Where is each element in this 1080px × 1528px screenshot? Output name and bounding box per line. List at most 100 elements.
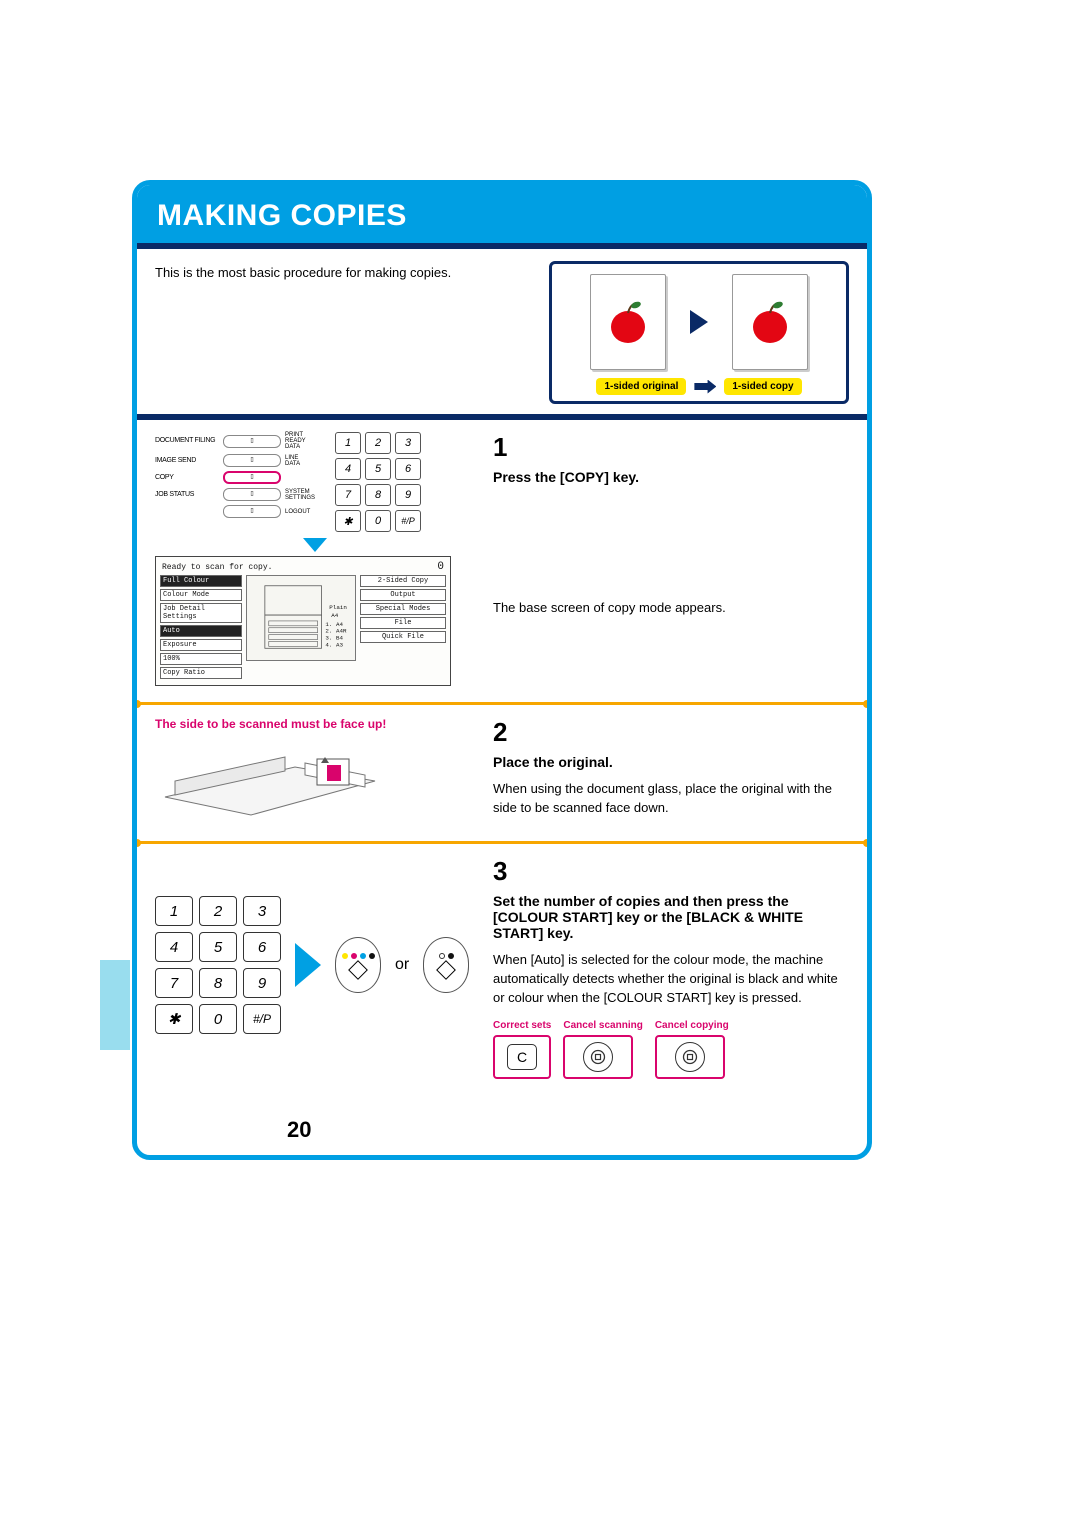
lcd-status: Ready to scan for copy. — [162, 563, 272, 572]
page-title: MAKING COPIES — [157, 199, 847, 233]
apple-icon — [747, 297, 793, 347]
lcd-diagram: Plain A4 1. A4 2. A4R 3. B4 4. A3 — [246, 575, 356, 661]
key: ✱ — [155, 1004, 193, 1034]
panel-button: ▯ — [223, 505, 281, 518]
dot-icon — [448, 953, 454, 959]
cancel-scan-box — [563, 1035, 633, 1079]
step-body: When [Auto] is selected for the colour m… — [493, 951, 849, 1008]
step-separator — [137, 702, 867, 705]
step-heading: Set the number of copies and then press … — [493, 893, 849, 941]
clear-key-icon: C — [507, 1044, 537, 1070]
lcd-left-btn: Exposure — [160, 639, 242, 651]
key: 3 — [395, 432, 421, 454]
step-number: 3 — [493, 856, 849, 887]
svg-text:4. A3: 4. A3 — [325, 641, 343, 648]
lcd-right-btn: Output — [360, 589, 446, 601]
key: 7 — [155, 968, 193, 998]
key: 1 — [155, 896, 193, 926]
panel-side: SYSTEM SETTINGS — [285, 489, 315, 501]
key: 9 — [395, 484, 421, 506]
copy-sheet — [732, 274, 808, 370]
arrow-right-icon — [690, 310, 708, 334]
arrow-pill-icon — [694, 380, 716, 394]
panel-side: PRINT READY DATA — [285, 432, 306, 450]
lcd-right-btn: File — [360, 617, 446, 629]
action-label: Correct sets — [493, 1020, 551, 1031]
step-separator — [137, 841, 867, 844]
arrow-right-icon — [295, 943, 321, 987]
cancel-copy-box — [655, 1035, 725, 1079]
lcd-screen: Ready to scan for copy. 0 Full Colour Co… — [155, 556, 451, 686]
key: 0 — [365, 510, 391, 532]
dot-icon — [369, 953, 375, 959]
dot-icon — [351, 953, 357, 959]
lcd-right-btn: Special Modes — [360, 603, 446, 615]
key: 6 — [243, 932, 281, 962]
page-frame: MAKING COPIES This is the most basic pro… — [132, 180, 872, 1160]
stop-key-icon — [675, 1042, 705, 1072]
control-panel: DOCUMENT FILING▯PRINT READY DATA IMAGE S… — [155, 432, 475, 532]
stop-key-icon — [583, 1042, 613, 1072]
key: 5 — [365, 458, 391, 480]
keypad-large: 1 2 3 4 5 6 7 8 9 ✱ 0 #/P — [155, 896, 281, 1034]
step-3: 1 2 3 4 5 6 7 8 9 ✱ 0 #/P — [137, 844, 867, 1095]
lcd-left-btn: 100% — [160, 653, 242, 665]
warning-text: The side to be scanned must be face up! — [155, 717, 475, 731]
intro-section: This is the most basic procedure for mak… — [137, 249, 867, 414]
label-original: 1-sided original — [596, 378, 686, 395]
step-body: The base screen of copy mode appears. — [493, 599, 849, 618]
illustration-box: 1-sided original 1-sided copy — [549, 261, 849, 404]
key: 8 — [199, 968, 237, 998]
page-number: 20 — [287, 1117, 311, 1143]
label-copy: 1-sided copy — [724, 378, 801, 395]
step-body: When using the document glass, place the… — [493, 780, 849, 818]
feeder-illustration — [155, 737, 385, 825]
panel-label: COPY — [155, 474, 219, 482]
key: 9 — [243, 968, 281, 998]
action-row: Correct sets C Cancel scanning — [493, 1020, 849, 1079]
copy-button: ▯ — [223, 471, 281, 484]
lcd-right-btn: Quick File — [360, 631, 446, 643]
step-2: The side to be scanned must be face up! … — [137, 705, 867, 841]
key: 5 — [199, 932, 237, 962]
keypad-small: 1 2 3 4 5 6 7 8 9 ✱ 0 #/P — [335, 432, 421, 532]
correct-sets-box: C — [493, 1035, 551, 1079]
intro-text: This is the most basic procedure for mak… — [155, 261, 549, 280]
key: 4 — [155, 932, 193, 962]
panel-side: LOGOUT — [285, 509, 310, 515]
action-label: Cancel copying — [655, 1020, 729, 1031]
header-bar: MAKING COPIES — [137, 185, 867, 243]
key: 2 — [365, 432, 391, 454]
lcd-left-btn: Full Colour — [160, 575, 242, 587]
lcd-right-btn: 2-Sided Copy — [360, 575, 446, 587]
key: ✱ — [335, 510, 361, 532]
step-heading: Press the [COPY] key. — [493, 469, 849, 485]
step-1: DOCUMENT FILING▯PRINT READY DATA IMAGE S… — [137, 420, 867, 702]
key: 4 — [335, 458, 361, 480]
key: 0 — [199, 1004, 237, 1034]
lcd-left-btn: Job Detail Settings — [160, 603, 242, 623]
key: 3 — [243, 896, 281, 926]
chapter-tab — [100, 960, 130, 1050]
step-number: 2 — [493, 717, 849, 748]
svg-text:A4: A4 — [331, 612, 339, 619]
key: 1 — [335, 432, 361, 454]
diamond-icon — [348, 960, 368, 980]
or-text: or — [395, 956, 409, 974]
key: #/P — [395, 510, 421, 532]
lcd-count: 0 — [437, 561, 444, 573]
lcd-left-btn: Auto — [160, 625, 242, 637]
dot-icon — [360, 953, 366, 959]
key: #/P — [243, 1004, 281, 1034]
panel-button: ▯ — [223, 435, 281, 448]
original-sheet — [590, 274, 666, 370]
dot-icon — [342, 953, 348, 959]
key: 6 — [395, 458, 421, 480]
panel-side: LINE DATA — [285, 455, 300, 467]
key: 7 — [335, 484, 361, 506]
colour-start-button — [335, 937, 381, 993]
panel-label: IMAGE SEND — [155, 457, 219, 465]
key: 2 — [199, 896, 237, 926]
action-label: Cancel scanning — [563, 1020, 642, 1031]
svg-text:Plain: Plain — [329, 604, 347, 611]
